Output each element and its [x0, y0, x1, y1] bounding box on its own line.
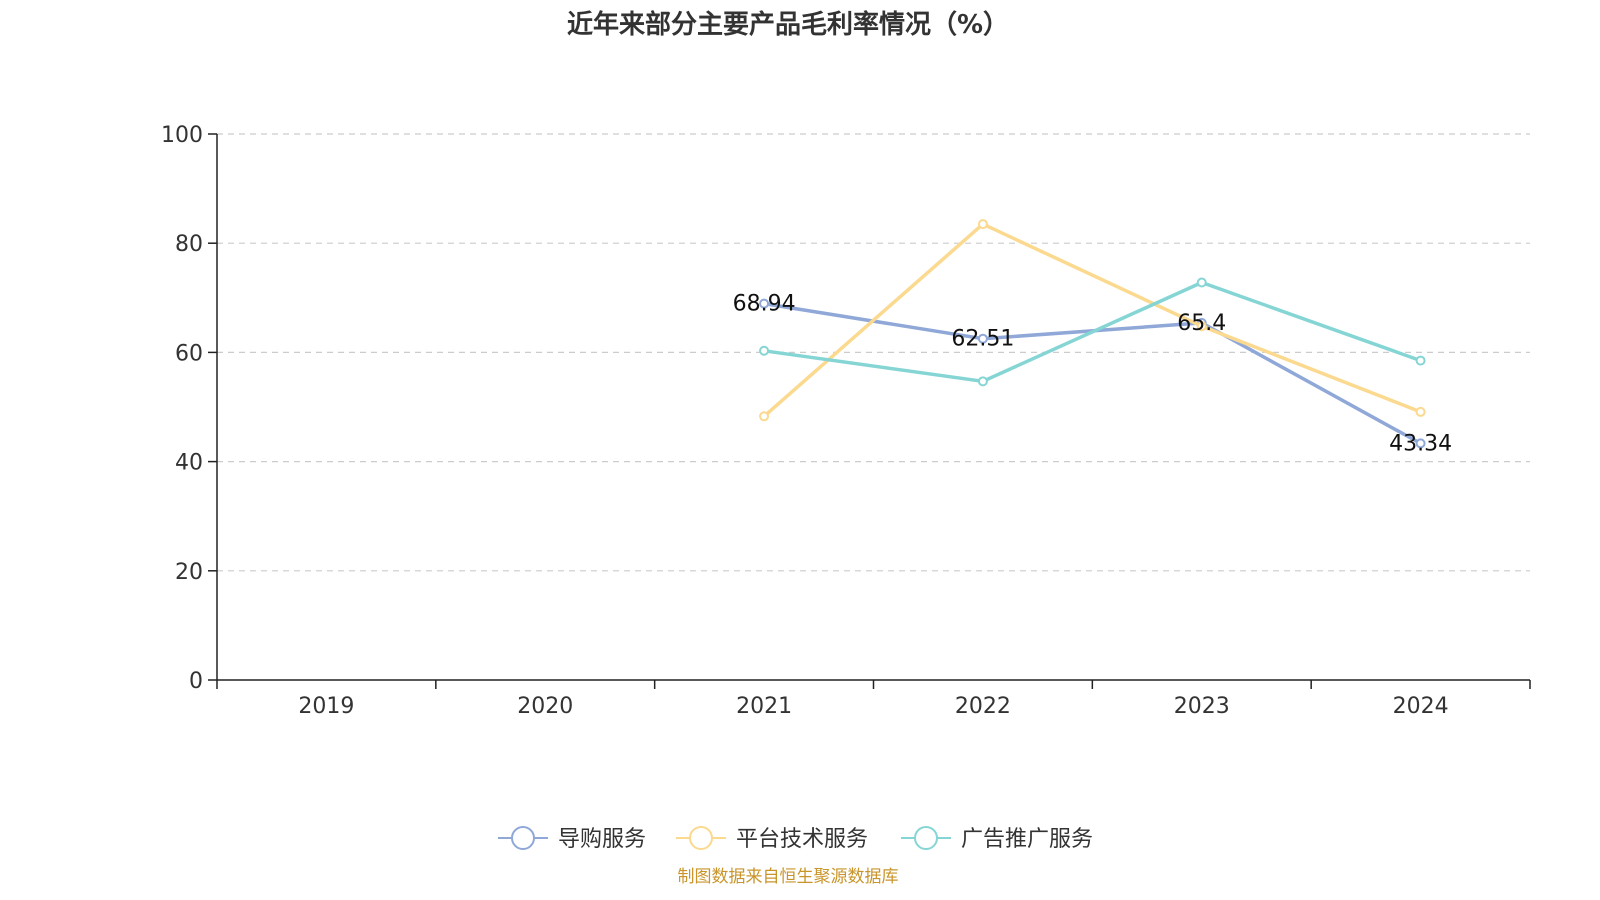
series-line-1	[762, 222, 1422, 418]
series-line-2	[763, 280, 1422, 384]
legend-label-0: 导购服务	[558, 827, 646, 852]
series-2-point-2023	[1196, 277, 1207, 288]
x-tick-label-2019: 2019	[298, 694, 354, 719]
x-tick-label-2022: 2022	[955, 694, 1011, 719]
series-group	[759, 219, 1426, 449]
series-2-point-2021	[759, 345, 770, 356]
x-tick-label-2024: 2024	[1393, 694, 1449, 719]
series-0-point-2021	[759, 298, 770, 309]
axes: 0 20 40 60 80 100 2019 2020 2021 2022 2023 2024	[161, 123, 1531, 719]
y-tick-label-100: 100	[161, 123, 203, 148]
legend-marker-2	[914, 826, 938, 850]
y-tick-label-20: 20	[175, 560, 203, 585]
data-label-2023: 65.4	[1177, 311, 1226, 336]
series-0-point-2024	[1415, 438, 1426, 449]
legend-marker-1	[689, 826, 713, 850]
y-tick-label-0: 0	[189, 669, 203, 694]
series-1-point-2023	[1196, 321, 1207, 332]
data-labels: 68.94 62.51 65.4 43.34	[733, 292, 1452, 457]
series-1-point-2022	[977, 219, 988, 230]
legend-marker-0	[511, 826, 535, 850]
source-note: 制图数据来自恒生聚源数据库	[678, 867, 899, 887]
data-label-2021: 68.94	[733, 292, 796, 317]
series-2-point-2022	[977, 376, 988, 387]
series-0-point-2022	[977, 333, 988, 344]
y-tick-label-80: 80	[175, 232, 203, 257]
y-tick-label-40: 40	[175, 451, 203, 476]
series-1-point-2021	[759, 411, 770, 422]
series-2-point-2024	[1415, 355, 1426, 366]
chart-title: 近年来部分主要产品毛利率情况（%）	[567, 9, 1009, 40]
legend-label-2: 广告推广服务	[961, 827, 1093, 852]
x-tick-label-2021: 2021	[736, 694, 792, 719]
y-tick-label-60: 60	[175, 341, 203, 366]
legend: 导购服务 平台技术服务 广告推广服务	[498, 826, 1093, 852]
x-tick-label-2020: 2020	[517, 694, 573, 719]
legend-label-1: 平台技术服务	[736, 827, 868, 852]
grid-lines	[217, 133, 1530, 572]
x-tick-label-2023: 2023	[1174, 694, 1230, 719]
series-1-point-2024	[1415, 406, 1426, 417]
data-label-2022: 62.51	[951, 327, 1014, 352]
data-label-2024: 43.34	[1389, 431, 1452, 456]
